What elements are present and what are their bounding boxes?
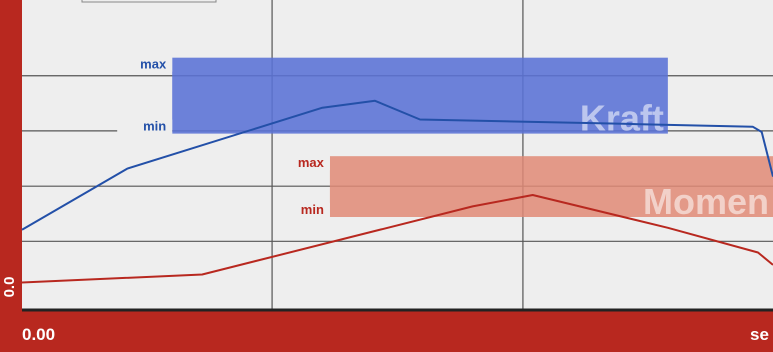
x-axis-unit-label: se — [750, 325, 769, 344]
series-line-moment — [21, 194, 773, 284]
legend-box-partial — [81, 0, 217, 3]
series-line-kraft — [21, 99, 773, 231]
moment-tolerance-band — [329, 156, 773, 217]
kraft-min-label: min — [143, 119, 166, 134]
kraft-tolerance-band — [172, 57, 668, 134]
x-axis-start-label: 0.00 — [22, 325, 55, 344]
moment-min-label: min — [301, 202, 324, 217]
y-axis-label: 0.0 — [1, 277, 18, 298]
moment-max-label: max — [298, 155, 325, 170]
moment-max-plate — [274, 156, 330, 171]
series-lines — [21, 99, 773, 284]
moment-min-plate — [274, 203, 330, 217]
kraft-max-plate — [117, 57, 173, 72]
moment-band-label: Momen — [643, 181, 769, 222]
kraft-band-label: Kraft — [580, 98, 664, 139]
plot-area — [22, 0, 773, 310]
tolerance-bands: max min Kraft max min Momen — [117, 57, 773, 222]
kraft-min-plate — [117, 119, 173, 134]
kraft-max-label: max — [140, 57, 167, 72]
